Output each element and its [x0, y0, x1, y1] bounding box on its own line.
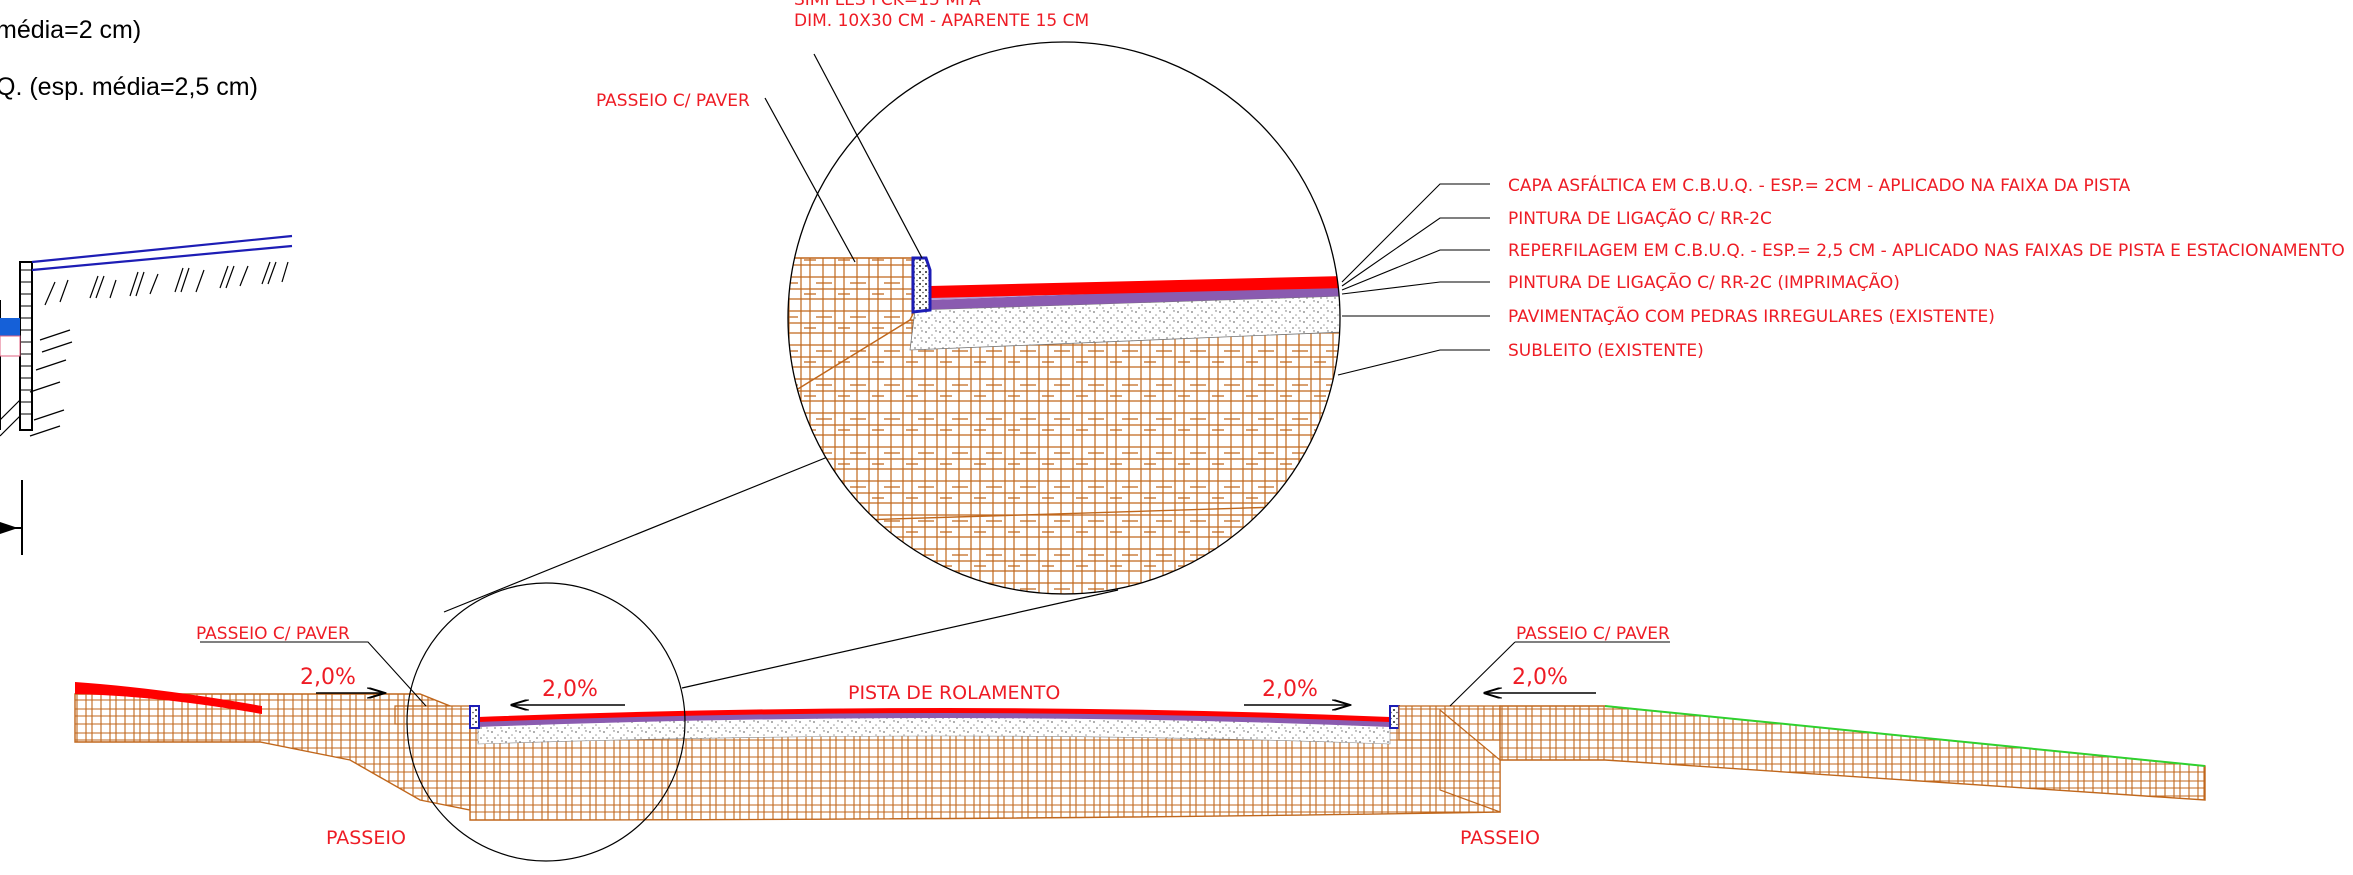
passeio-label-right: PASSEIO [1460, 827, 1540, 849]
zoom-connector-bottom [681, 589, 1119, 689]
layer-label-pintura: PINTURA DE LIGAÇÃO C/ RR-2C [1508, 207, 1772, 229]
leader-passeio-right [1449, 641, 1670, 707]
detail-circle [787, 41, 1341, 595]
section-passeio-paver-left: PASSEIO C/ PAVER [196, 624, 350, 644]
layer-label-reperfilagem: REPERFILAGEM EM C.B.U.Q. - ESP.= 2,5 CM … [1508, 241, 2345, 261]
left-partial-detail [0, 234, 293, 555]
pista-label: PISTA DE ROLAMENTO [848, 682, 1060, 704]
meio-fio-label-line-2: DIM. 10X30 CM - APARENTE 15 CM [794, 11, 1089, 31]
meio-fio-label-line-1: SIMPLES FCK=15 MPA [794, 0, 981, 10]
leader-passeio-left [200, 641, 427, 707]
leader-meio-fio [813, 53, 923, 259]
detail-passeio-label: PASSEIO C/ PAVER [596, 91, 750, 111]
legend-line-2: Q. (esp. média=2,5 cm) [0, 73, 258, 101]
zoom-connector-top [443, 453, 836, 613]
slope-label-2: 2,0% [542, 677, 598, 702]
layer-label-capa: CAPA ASFÁLTICA EM C.B.U.Q. - ESP.= 2CM -… [1508, 174, 2131, 196]
road-cross-section [74, 582, 2206, 862]
layer-label-subleito: SUBLEITO (EXISTENTE) [1508, 341, 1704, 361]
slope-label-3: 2,0% [1262, 677, 1318, 702]
slope-label-1: 2,0% [300, 665, 356, 690]
slope-label-4: 2,0% [1512, 665, 1568, 690]
layer-label-imprimacao: PINTURA DE LIGAÇÃO C/ RR-2C (IMPRIMAÇÃO) [1508, 271, 1900, 293]
layer-label-pavimentacao: PAVIMENTAÇÃO COM PEDRAS IRREGULARES (EXI… [1508, 305, 1995, 327]
leader-passeio-detail [764, 97, 856, 263]
passeio-label-left: PASSEIO [326, 827, 406, 849]
layer-leaders [1337, 183, 1490, 376]
section-passeio-paver-right: PASSEIO C/ PAVER [1516, 624, 1670, 644]
legend-line-1: média=2 cm) [0, 16, 141, 44]
